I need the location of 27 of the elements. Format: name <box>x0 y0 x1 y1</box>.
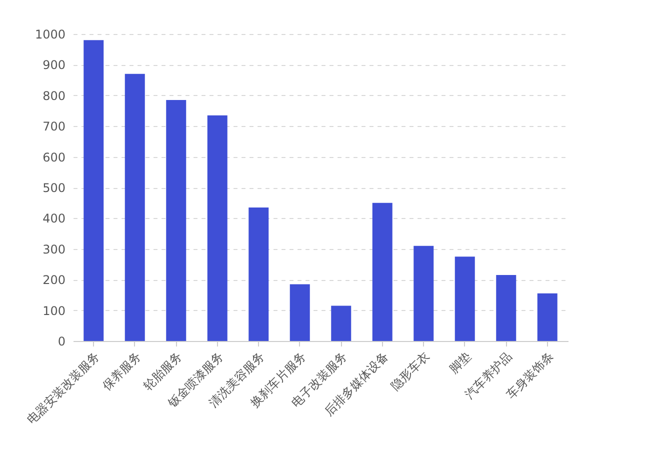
x-tick-label: 电器安装改装服务 <box>24 349 102 427</box>
bar <box>331 306 352 341</box>
y-tick-label: 0 <box>58 334 66 348</box>
bar <box>84 40 104 341</box>
bar <box>454 256 475 341</box>
bar <box>496 274 516 341</box>
y-tick-label: 300 <box>42 242 66 256</box>
y-tick-label: 100 <box>42 304 66 318</box>
x-tick-label: 保养服务 <box>100 349 144 393</box>
y-tick-label: 900 <box>42 58 66 72</box>
y-tick-label: 1000 <box>34 28 66 42</box>
y-tick-label: 600 <box>42 150 66 164</box>
bar <box>537 293 558 341</box>
x-tick-label: 脚垫 <box>446 349 474 376</box>
bar <box>166 100 186 341</box>
bar <box>248 207 269 341</box>
y-tick-label: 200 <box>42 273 66 288</box>
y-tick-label: 500 <box>42 181 66 195</box>
bar <box>290 284 310 341</box>
x-tick-label: 隐形车衣 <box>388 349 432 393</box>
y-tick-label: 800 <box>42 88 66 103</box>
bar <box>124 74 145 341</box>
y-tick-label: 700 <box>42 120 66 134</box>
bar <box>207 115 228 341</box>
y-tick-label: 400 <box>42 212 66 226</box>
bar <box>372 202 392 341</box>
bar <box>414 246 434 341</box>
